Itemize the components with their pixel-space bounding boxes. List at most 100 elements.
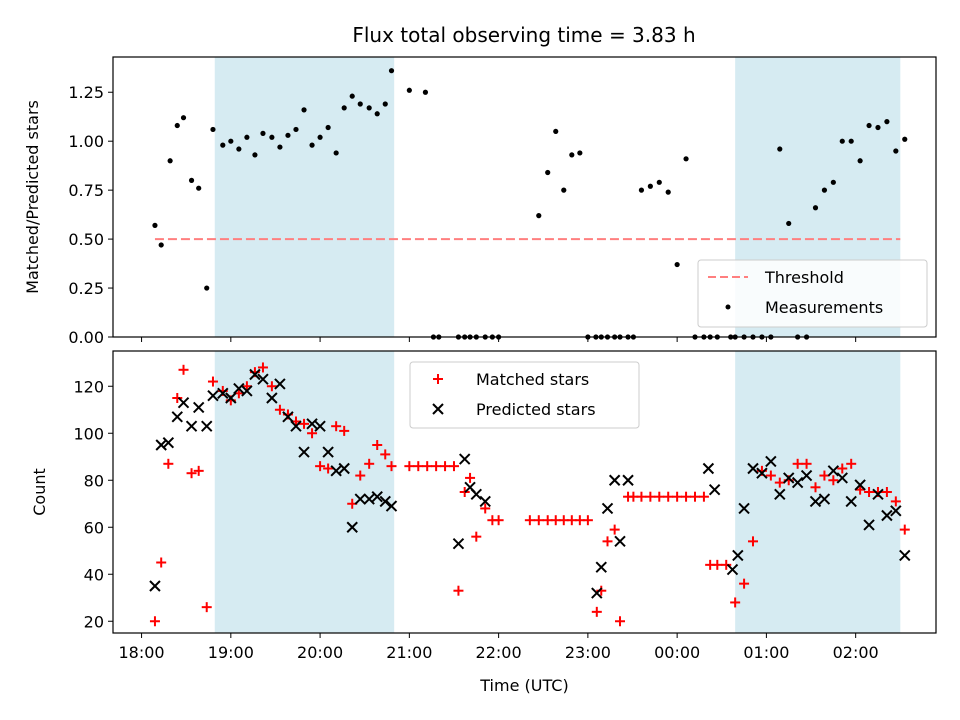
matched-star-point xyxy=(480,503,491,514)
x-marker-b xyxy=(601,502,614,515)
measurement-point xyxy=(536,213,542,219)
predicted-star-point xyxy=(458,453,471,465)
matched-star-point xyxy=(364,458,375,469)
top-y-tick-label: 0.25 xyxy=(68,279,104,298)
x-tick-label: 00:00 xyxy=(654,643,700,662)
predicted-star-point xyxy=(217,387,229,400)
x-marker-b xyxy=(890,505,902,517)
measurement-point xyxy=(875,124,881,131)
matched-star-point xyxy=(524,515,535,526)
x-tick-label: 19:00 xyxy=(208,643,254,662)
top-legend: Threshold Measurements xyxy=(697,259,928,328)
x-marker-b xyxy=(732,549,744,562)
matched-star-point xyxy=(266,381,277,392)
measurement-point xyxy=(374,111,380,117)
measurement-point xyxy=(158,242,164,248)
predicted-star-point xyxy=(162,436,175,449)
predicted-star-point xyxy=(363,493,375,505)
measurement-point xyxy=(236,146,242,152)
measurement-point xyxy=(188,177,195,183)
predicted-star-point xyxy=(298,446,310,458)
matched-star-point xyxy=(810,482,821,493)
measurement-point xyxy=(244,134,250,140)
matched-star-point xyxy=(890,496,901,507)
matched-star-point xyxy=(156,557,167,568)
x-marker-b xyxy=(249,368,261,381)
measurement-point xyxy=(252,152,258,158)
measurement-point xyxy=(301,107,307,113)
predicted-star-point xyxy=(818,493,831,505)
matched-star-point xyxy=(582,515,593,526)
measurement-point xyxy=(674,261,680,268)
x-marker-b xyxy=(162,436,175,449)
matched-star-point xyxy=(193,465,204,476)
measurement-point xyxy=(577,150,583,156)
count-points xyxy=(149,362,911,627)
x-tick-label: 21:00 xyxy=(386,643,432,662)
predicted-star-point xyxy=(171,411,183,423)
predicted-star-point xyxy=(314,420,326,432)
measurement-point xyxy=(830,179,836,185)
matched-star-point xyxy=(602,536,613,547)
predicted-star-point xyxy=(379,495,391,508)
measurement-point xyxy=(422,89,429,95)
matched-star-point xyxy=(453,585,464,596)
predicted-star-point xyxy=(809,495,822,508)
measurement-point xyxy=(638,187,645,193)
matched-star-point xyxy=(819,470,830,481)
matched-star-point xyxy=(730,597,741,608)
x-marker-b xyxy=(708,483,721,496)
predicted-star-point xyxy=(354,493,366,505)
measurement-point xyxy=(665,189,671,195)
predicted-star-point xyxy=(207,389,219,402)
x-marker-b xyxy=(330,465,342,477)
x-marker-b xyxy=(702,462,715,475)
matched-star-point xyxy=(339,425,350,436)
predicted-star-point xyxy=(149,580,161,592)
predicted-star-point xyxy=(266,392,278,404)
x-marker-b xyxy=(257,373,269,385)
x-marker-b xyxy=(241,385,253,397)
matched-star-point xyxy=(440,461,451,472)
x-marker-b xyxy=(185,420,198,432)
predicted-star-point xyxy=(827,465,840,477)
x-marker-b xyxy=(783,472,795,484)
matched-star-point xyxy=(386,461,397,472)
matched-star-point xyxy=(323,463,334,474)
matched-star-point xyxy=(178,364,189,375)
measurement-point xyxy=(848,138,854,144)
bottom-y-tick-label: 20 xyxy=(84,612,104,631)
legend-threshold-label: Threshold xyxy=(764,268,844,287)
predicted-star-point xyxy=(783,472,795,484)
matched-star-point xyxy=(465,472,476,483)
measurement-point xyxy=(406,87,412,93)
top-axes-frame xyxy=(112,56,937,338)
predicted-star-point xyxy=(601,502,614,515)
x-marker-b xyxy=(225,392,237,404)
matched-star-point xyxy=(739,578,750,589)
predicted-star-point xyxy=(726,563,739,576)
matched-star-point xyxy=(636,491,647,502)
predicted-star-point xyxy=(622,474,634,486)
matched-star-point xyxy=(609,524,620,535)
matched-star-point xyxy=(645,491,656,502)
top-y-ticks: 0.00 0.25 0.50 0.75 1.00 1.25 xyxy=(68,83,113,347)
measurement-point xyxy=(309,142,315,148)
predicted-star-point xyxy=(738,502,750,515)
x-marker-b xyxy=(881,509,893,522)
top-y-tick-label: 0.00 xyxy=(68,328,104,347)
x-marker-b xyxy=(346,521,358,533)
matched-star-point xyxy=(172,393,183,403)
matched-star-point xyxy=(207,376,218,387)
x-marker-b xyxy=(354,493,366,505)
matched-star-point xyxy=(355,470,366,481)
x-tick-label: 02:00 xyxy=(833,643,879,662)
predicted-star-point xyxy=(899,549,911,562)
legend-predicted-swatch xyxy=(432,403,444,415)
legend-matched-swatch xyxy=(433,374,443,384)
predicted-star-point xyxy=(708,483,721,496)
x-marker-b xyxy=(282,411,294,423)
predicted-star-point xyxy=(747,462,759,475)
matched-star-point xyxy=(471,531,482,542)
x-marker-b xyxy=(845,495,857,508)
